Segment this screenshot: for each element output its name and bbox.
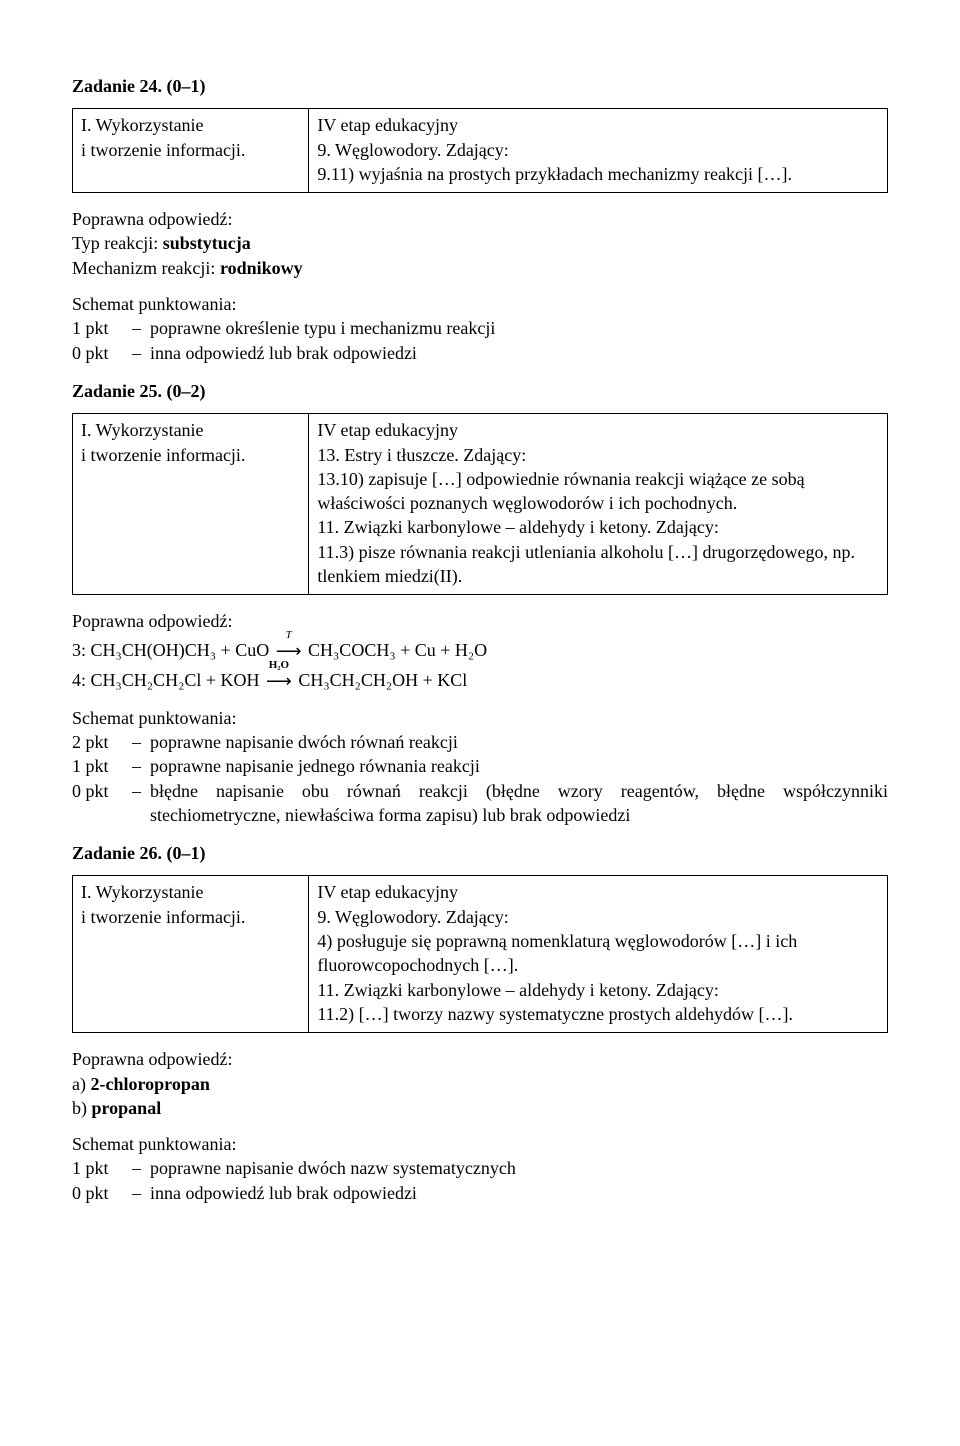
task26-scoring-1: 1 pkt – poprawne napisanie dwóch nazw sy…	[72, 1156, 888, 1180]
task24-scoring-1: 1 pkt – poprawne określenie typu i mecha…	[72, 316, 888, 340]
task26-right-l5: 11.2) […] tworzy nazwy systematyczne pro…	[317, 1002, 879, 1026]
task24-right-cell: IV etap edukacyjny 9. Węglowodory. Zdają…	[309, 109, 888, 193]
task24-right-l1: IV etap edukacyjny	[317, 113, 879, 137]
task25-eq4: 4: CH₃CH₂CH₂Cl + KOH H₂O ⟶ CH₃CH₂CH₂OH +…	[72, 668, 888, 694]
task26-p0-desc: inna odpowiedź lub brak odpowiedzi	[150, 1181, 888, 1205]
dash: –	[132, 730, 150, 754]
task25-eq4-over: H₂O	[269, 658, 289, 673]
task26-right-l1: IV etap edukacyjny	[317, 880, 879, 904]
task25-heading: Zadanie 25. (0–2)	[72, 379, 888, 403]
task24-p0-desc: inna odpowiedź lub brak odpowiedzi	[150, 341, 888, 365]
dash: –	[132, 1181, 150, 1205]
task25-scoring-2: 2 pkt – poprawne napisanie dwóch równań …	[72, 730, 888, 754]
task24-scoring-heading: Schemat punktowania:	[72, 292, 888, 316]
task25-right-l2: 13. Estry i tłuszcze. Zdający:	[317, 443, 879, 467]
task25-answer-label: Poprawna odpowiedź:	[72, 609, 888, 633]
task25-p0-desc: błędne napisanie obu równań reakcji (błę…	[150, 779, 888, 828]
task25-scoring-heading: Schemat punktowania:	[72, 706, 888, 730]
task25-right-l5: 11.3) pisze równania reakcji utleniania …	[317, 540, 879, 589]
task25-eq4-arrow: H₂O ⟶	[266, 669, 292, 693]
task25-p2-desc: poprawne napisanie dwóch równań reakcji	[150, 730, 888, 754]
task25-right-l3: 13.10) zapisuje […] odpowiednie równania…	[317, 467, 879, 516]
dash: –	[132, 779, 150, 803]
task25-eq3-over: T	[286, 628, 292, 643]
task26-answer-b: b) propanal	[72, 1096, 888, 1120]
task24-answer-line1: Typ reakcji: substytucja	[72, 231, 888, 255]
task24-p0-pts: 0 pkt	[72, 341, 132, 365]
task26-scoring-heading: Schemat punktowania:	[72, 1132, 888, 1156]
task26-p1-desc: poprawne napisanie dwóch nazw systematyc…	[150, 1156, 888, 1180]
task24-answer-type-label: Typ reakcji:	[72, 233, 163, 253]
task26-left-cell: I. Wykorzystanie i tworzenie informacji.	[73, 876, 309, 1033]
task25-p2-pts: 2 pkt	[72, 730, 132, 754]
task24-left-cell: I. Wykorzystanie i tworzenie informacji.	[73, 109, 309, 193]
task25-eq3: 3: CH₃CH(OH)CH₃ + CuO T ⟶ CH₃COCH₃ + Cu …	[72, 638, 888, 664]
task25-right-l4: 11. Związki karbonylowe – aldehydy i ket…	[317, 515, 879, 539]
task26-right-l4: 11. Związki karbonylowe – aldehydy i ket…	[317, 978, 879, 1002]
task26-right-cell: IV etap edukacyjny 9. Węglowodory. Zdają…	[309, 876, 888, 1033]
task26-scoring-0: 0 pkt – inna odpowiedź lub brak odpowied…	[72, 1181, 888, 1205]
task26-heading: Zadanie 26. (0–1)	[72, 841, 888, 865]
task25-scoring-1: 1 pkt – poprawne napisanie jednego równa…	[72, 754, 888, 778]
task24-p1-pts: 1 pkt	[72, 316, 132, 340]
task25-right-l1: IV etap edukacyjny	[317, 418, 879, 442]
task26-p1-pts: 1 pkt	[72, 1156, 132, 1180]
dash: –	[132, 1156, 150, 1180]
task25-scoring-0: 0 pkt – błędne napisanie obu równań reak…	[72, 779, 888, 828]
dash: –	[132, 316, 150, 340]
task26-table: I. Wykorzystanie i tworzenie informacji.…	[72, 875, 888, 1033]
task26-answer-a-value: 2-chloropropan	[90, 1074, 209, 1094]
task26-right-l3: 4) posługuje się poprawną nomenklaturą w…	[317, 929, 879, 978]
task26-right-l2: 9. Węglowodory. Zdający:	[317, 905, 879, 929]
task26-answer-b-value: propanal	[92, 1098, 162, 1118]
task25-eq4-rhs: CH₃CH₂CH₂OH + KCl	[298, 670, 467, 690]
arrow-glyph: ⟶	[266, 671, 292, 691]
task24-answer-type-value: substytucja	[163, 233, 251, 253]
task24-heading: Zadanie 24. (0–1)	[72, 74, 888, 98]
task25-p0-pts: 0 pkt	[72, 779, 132, 803]
task26-answer-a-pre: a)	[72, 1074, 90, 1094]
task25-eq4-lhs: 4: CH₃CH₂CH₂Cl + KOH	[72, 670, 260, 690]
task26-answer-label: Poprawna odpowiedź:	[72, 1047, 888, 1071]
task24-right-l3: 9.11) wyjaśnia na prostych przykładach m…	[317, 162, 879, 186]
task24-answer-label: Poprawna odpowiedź:	[72, 207, 888, 231]
task25-eq3-over-text: T	[286, 629, 292, 641]
task26-answer-b-pre: b)	[72, 1098, 92, 1118]
dash: –	[132, 754, 150, 778]
task24-scoring-0: 0 pkt – inna odpowiedź lub brak odpowied…	[72, 341, 888, 365]
task26-answer-a: a) 2-chloropropan	[72, 1072, 888, 1096]
task25-table: I. Wykorzystanie i tworzenie informacji.…	[72, 413, 888, 595]
task25-eq3-rhs: CH₃COCH₃ + Cu + H₂O	[308, 640, 487, 660]
task25-p1-desc: poprawne napisanie jednego równania reak…	[150, 754, 888, 778]
task24-p1-desc: poprawne określenie typu i mechanizmu re…	[150, 316, 888, 340]
task26-p0-pts: 0 pkt	[72, 1181, 132, 1205]
task24-answer-mech-value: rodnikowy	[220, 258, 303, 278]
task25-left-cell: I. Wykorzystanie i tworzenie informacji.	[73, 414, 309, 595]
task24-right-l2: 9. Węglowodory. Zdający:	[317, 138, 879, 162]
task25-eq3-lhs: 3: CH₃CH(OH)CH₃ + CuO	[72, 640, 269, 660]
task25-right-cell: IV etap edukacyjny 13. Estry i tłuszcze.…	[309, 414, 888, 595]
task25-p1-pts: 1 pkt	[72, 754, 132, 778]
task24-answer-mech-label: Mechanizm reakcji:	[72, 258, 220, 278]
task24-table: I. Wykorzystanie i tworzenie informacji.…	[72, 108, 888, 193]
task24-answer-line2: Mechanizm reakcji: rodnikowy	[72, 256, 888, 280]
task25-eq4-over-text: H₂O	[269, 659, 289, 671]
dash: –	[132, 341, 150, 365]
